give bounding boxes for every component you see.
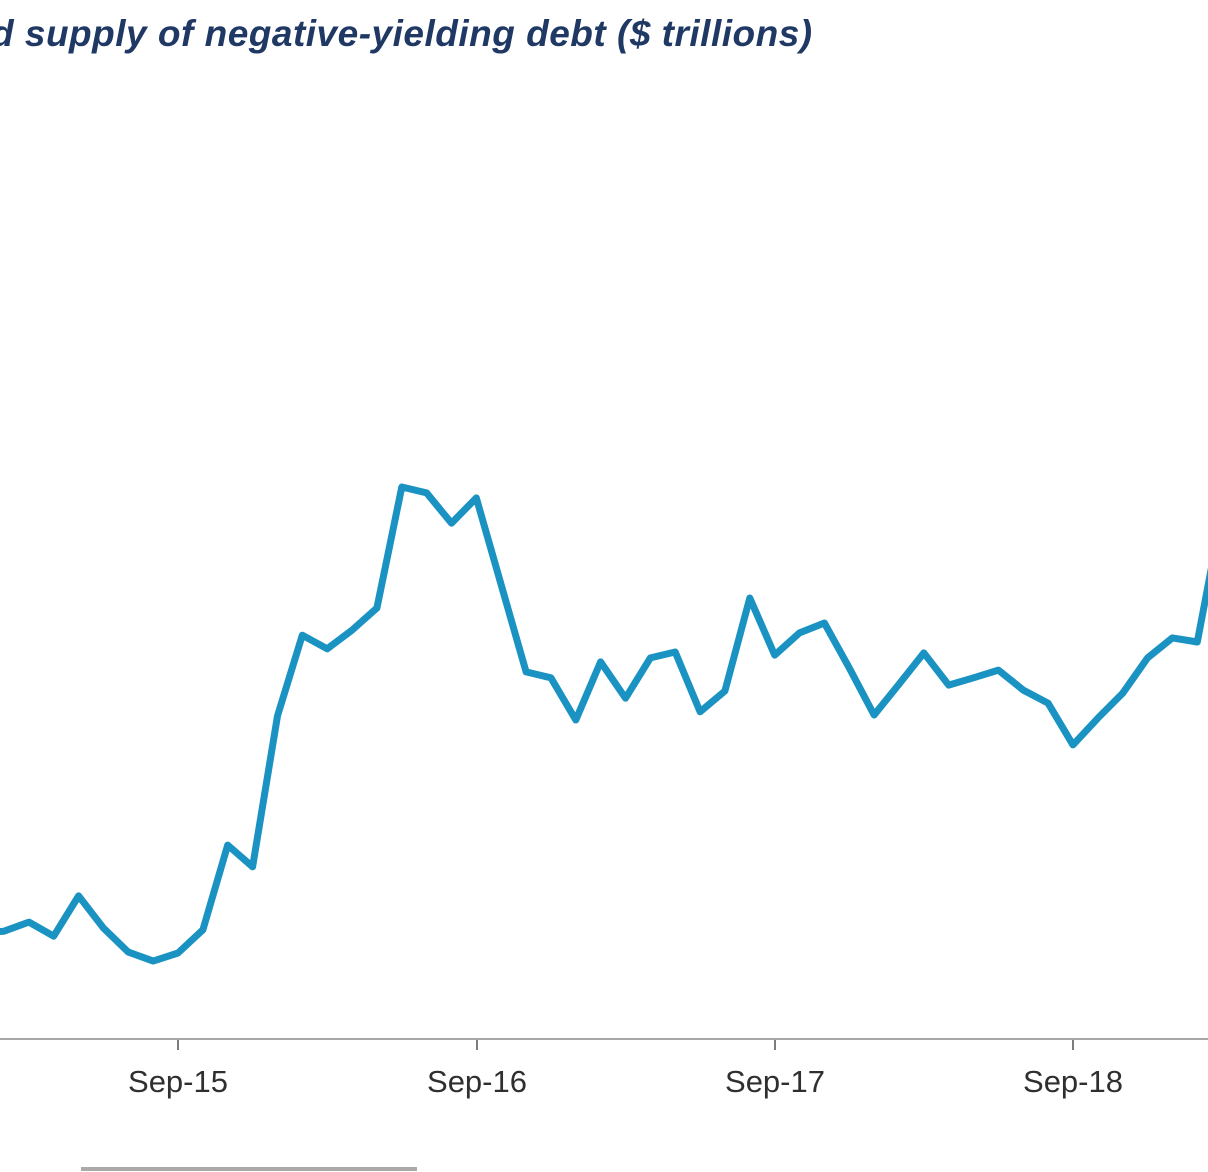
cropped-footer-bar-fragment <box>81 1167 417 1171</box>
chart-title-text: d supply of negative-yielding debt ($ tr… <box>0 13 813 54</box>
chart-title: d supply of negative-yielding debt ($ tr… <box>0 13 1208 83</box>
negative-yielding-debt-line-series <box>0 483 1208 965</box>
